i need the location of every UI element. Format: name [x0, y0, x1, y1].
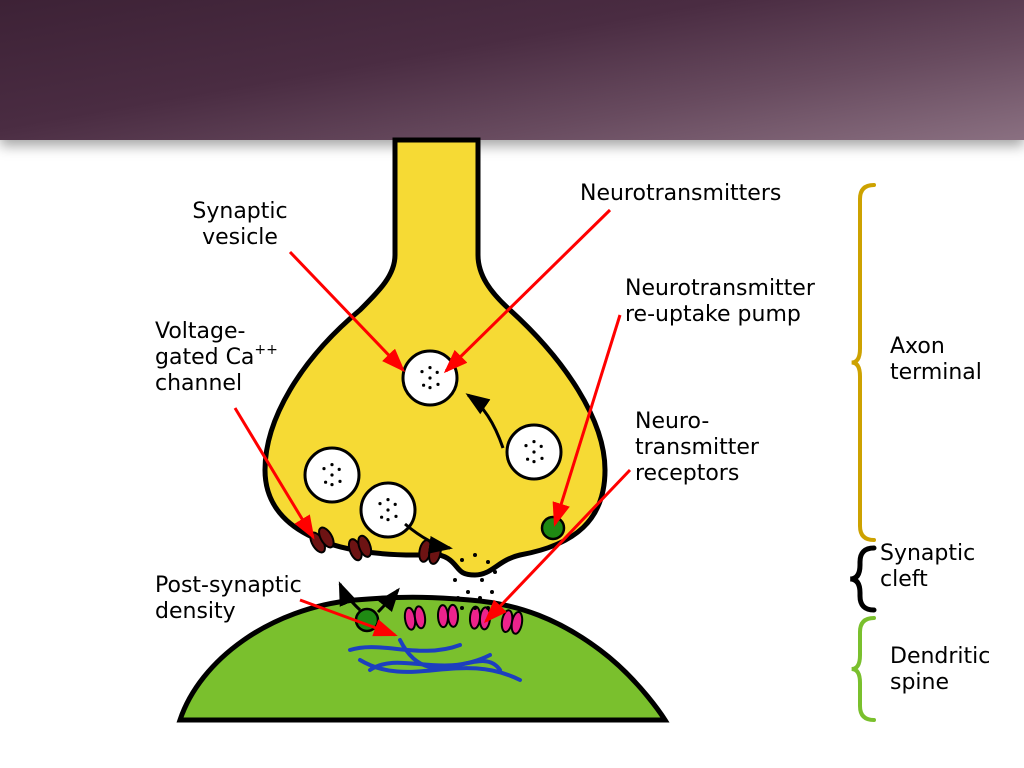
label-synaptic-vesicle: Synapticvesicle	[192, 199, 287, 250]
vesicle-icon	[507, 425, 561, 479]
receptor-icon	[404, 606, 427, 631]
svg-text:terminal: terminal	[890, 360, 982, 385]
neurotransmitter-dot	[468, 573, 472, 577]
label-synaptic-cleft: Synapticcleft	[880, 541, 975, 592]
svg-text:Axon: Axon	[890, 334, 945, 359]
label-post-synaptic-density: Post-synapticdensity	[155, 573, 302, 624]
svg-text:Dendritic: Dendritic	[890, 644, 990, 669]
neurotransmitter-dot	[486, 560, 490, 564]
bracket	[850, 548, 874, 610]
diagram-svg: SynapticvesicleVoltage-gated Ca++channel…	[0, 0, 1024, 768]
svg-text:transmitter: transmitter	[635, 435, 760, 460]
neurotransmitter-dot	[490, 590, 494, 594]
svg-text:Neurotransmitter: Neurotransmitter	[625, 276, 816, 301]
svg-text:Synaptic: Synaptic	[880, 541, 975, 566]
label-dendritic-spine: Dendriticspine	[890, 644, 990, 695]
label-axon-terminal: Axonterminal	[890, 334, 982, 385]
svg-text:Neuro-: Neuro-	[635, 409, 709, 434]
svg-text:Synaptic: Synaptic	[192, 199, 287, 224]
label-reuptake-pump: Neurotransmitterre-uptake pump	[625, 276, 816, 327]
neurotransmitter-dot	[486, 606, 490, 610]
vesicle-icon	[403, 351, 457, 405]
neurotransmitter-dot	[480, 578, 484, 582]
neurotransmitter-dot	[460, 606, 464, 610]
svg-text:spine: spine	[890, 670, 949, 695]
label-receptors: Neuro-transmitterreceptors	[635, 409, 760, 486]
label-voltage-gated-ca: Voltage-gated Ca++channel	[155, 319, 278, 396]
svg-text:density: density	[155, 599, 236, 624]
neurotransmitter-dot	[456, 596, 460, 600]
diagram-stage: SynapticvesicleVoltage-gated Ca++channel…	[0, 0, 1024, 768]
neurotransmitter-dot	[493, 570, 497, 574]
neurotransmitter-dot	[478, 596, 482, 600]
svg-text:Post-synaptic: Post-synaptic	[155, 573, 302, 598]
svg-text:channel: channel	[155, 371, 242, 396]
bracket	[852, 185, 874, 540]
neurotransmitter-dot	[473, 606, 477, 610]
neurotransmitter-dot	[466, 590, 470, 594]
svg-text:cleft: cleft	[880, 567, 928, 592]
reuptake-pump-icon	[542, 517, 564, 539]
svg-text:gated Ca++: gated Ca++	[155, 342, 278, 370]
vesicle-icon	[361, 483, 415, 537]
svg-text:re-uptake pump: re-uptake pump	[625, 302, 801, 327]
label-neurotransmitters: Neurotransmitters	[580, 181, 781, 206]
receptor-icon	[500, 609, 524, 634]
svg-text:Neurotransmitters: Neurotransmitters	[580, 181, 781, 206]
svg-text:vesicle: vesicle	[202, 225, 278, 250]
svg-text:Voltage-: Voltage-	[155, 319, 245, 344]
neurotransmitter-dot	[453, 578, 457, 582]
svg-text:receptors: receptors	[635, 461, 739, 486]
vesicle-icon	[305, 448, 359, 502]
neurotransmitter-dot	[473, 553, 477, 557]
bracket	[852, 618, 874, 720]
neurotransmitter-dot	[460, 558, 464, 562]
